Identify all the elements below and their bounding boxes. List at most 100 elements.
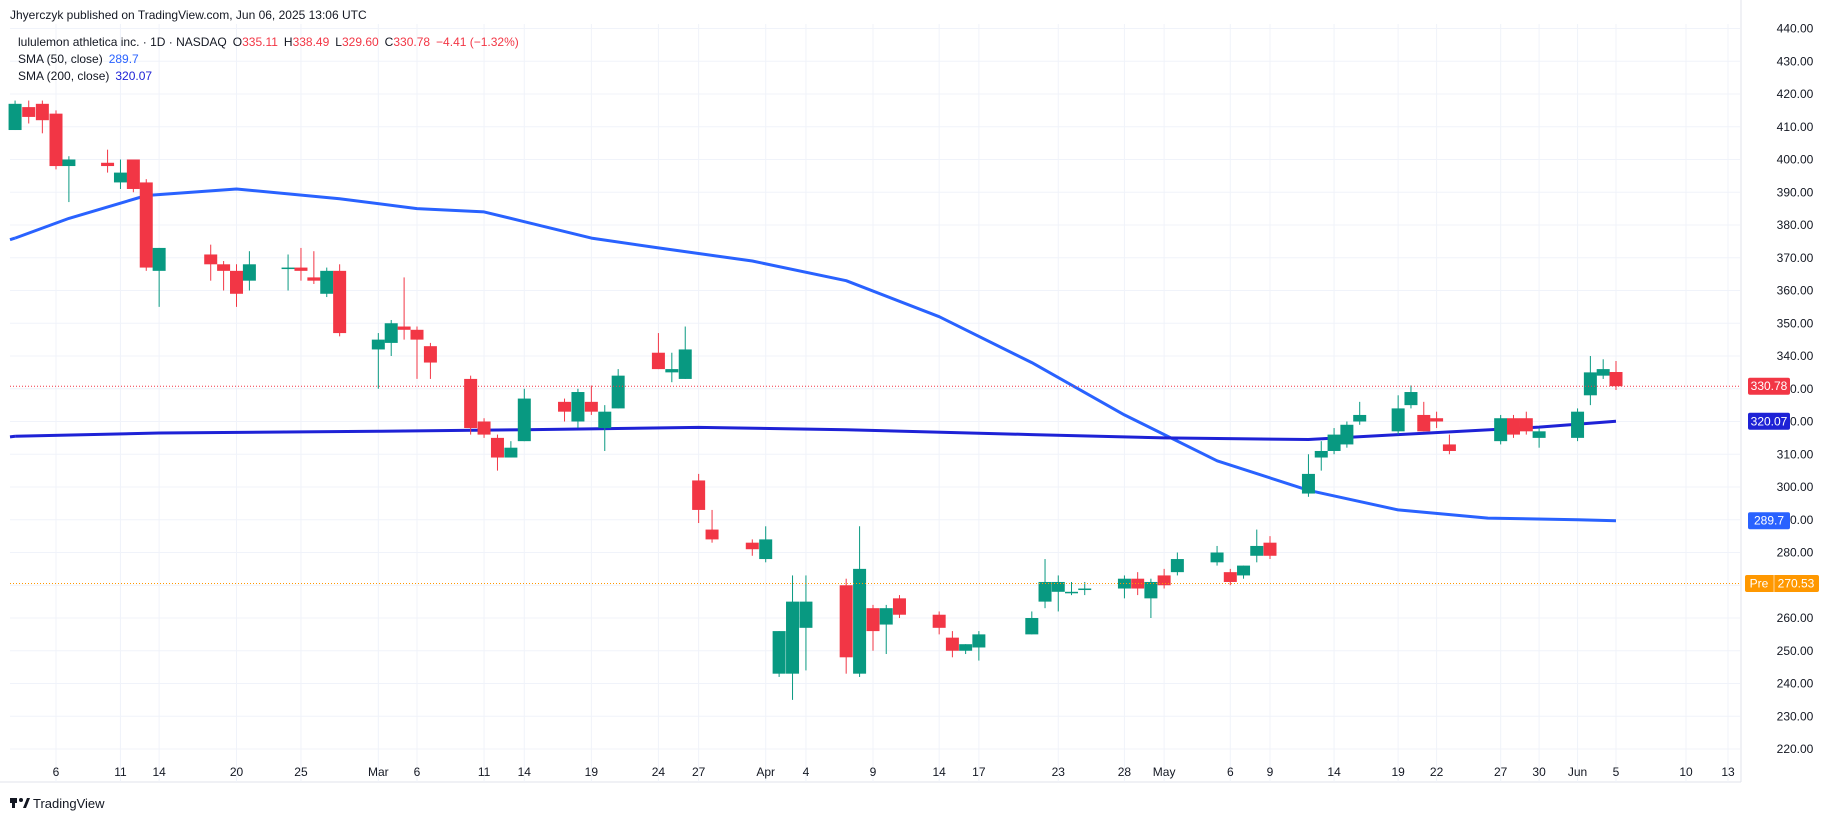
- candle: [1327, 428, 1341, 455]
- candle-body: [1051, 581, 1065, 592]
- x-tick-label: Jun: [1568, 765, 1587, 779]
- x-tick-label: 27: [692, 765, 706, 779]
- candle-body: [230, 270, 243, 294]
- candle-body: [1442, 444, 1456, 451]
- candle-body: [1170, 559, 1184, 573]
- candle-body: [1430, 418, 1444, 422]
- y-tick-label: 250.00: [1777, 644, 1814, 658]
- candle: [1263, 536, 1277, 560]
- tradingview-logo-icon: [10, 798, 30, 808]
- candle: [853, 526, 867, 677]
- candle: [504, 441, 518, 458]
- candle-body: [1223, 572, 1237, 582]
- candle: [799, 575, 813, 671]
- sma50-line: [9, 187, 1617, 523]
- x-tick-label: 17: [972, 765, 986, 779]
- candle-body: [113, 172, 127, 183]
- y-tick-label: 420.00: [1777, 87, 1814, 101]
- candle-body: [397, 326, 411, 330]
- candle-body: [665, 369, 679, 373]
- candle-body: [959, 644, 973, 651]
- candle-body: [945, 637, 959, 651]
- x-tick-label: 20: [230, 765, 244, 779]
- candle: [745, 539, 759, 556]
- time-axis[interactable]: 6 11 14 20 25 Mar 6 11 14 19 24 27 Apr 4 9 14 17 23 28 May 6…: [53, 765, 1735, 779]
- candle-body: [517, 398, 531, 442]
- candle: [1314, 441, 1328, 471]
- candle: [571, 388, 585, 429]
- sma200-legend[interactable]: SMA (200, close) 320.07: [18, 69, 152, 83]
- candle-body: [678, 349, 692, 379]
- candle: [759, 526, 773, 563]
- y-tick-label: 300.00: [1777, 480, 1814, 494]
- candle: [1430, 411, 1444, 429]
- x-tick-label: 11: [114, 765, 127, 779]
- candle: [384, 319, 398, 356]
- candle-body: [1314, 450, 1328, 458]
- candle-body: [1250, 545, 1264, 556]
- tradingview-logo[interactable]: TradingView: [10, 796, 105, 811]
- candle: [1417, 401, 1431, 432]
- candle: [1051, 575, 1065, 612]
- svg-text:289.7: 289.7: [1754, 514, 1784, 528]
- y-tick-label: 280.00: [1777, 546, 1814, 560]
- candle-body: [204, 254, 218, 265]
- candle: [584, 385, 598, 415]
- candle-body: [1583, 372, 1597, 396]
- candle-body: [464, 378, 478, 429]
- candle-body: [1571, 411, 1585, 438]
- candle: [932, 611, 946, 635]
- candle: [294, 247, 308, 281]
- candle: [1065, 581, 1078, 596]
- candle-body: [410, 329, 424, 340]
- candle: [692, 473, 706, 524]
- candle-body: [1519, 418, 1533, 432]
- price-axis[interactable]: 220.00230.00240.00250.00260.00270.00280.…: [1777, 22, 1814, 757]
- candle-body: [1078, 588, 1092, 591]
- symbol-title[interactable]: lululemon athletica inc. · 1D · NASDAQ O3…: [18, 35, 519, 49]
- x-tick-label: 14: [518, 765, 532, 779]
- candle-body: [139, 182, 153, 268]
- x-tick-label: 19: [1391, 765, 1405, 779]
- candle: [1157, 568, 1171, 589]
- candle-body: [423, 346, 437, 363]
- y-tick-label: 410.00: [1777, 120, 1814, 134]
- candle-body: [1609, 372, 1623, 387]
- candle: [1117, 575, 1131, 599]
- candle-body: [879, 608, 893, 625]
- sma200-path-lead: [9, 434, 16, 439]
- x-tick-label: 13: [1721, 765, 1735, 779]
- candle-body: [1025, 618, 1039, 635]
- candle-body: [242, 264, 256, 281]
- candle: [1583, 356, 1597, 406]
- candle-body: [1157, 575, 1171, 586]
- svg-text:320.07: 320.07: [1751, 414, 1788, 428]
- x-tick-label: 28: [1118, 765, 1132, 779]
- candle-body: [558, 401, 572, 412]
- x-tick-label: 6: [414, 765, 421, 779]
- candle: [1237, 565, 1251, 579]
- candle-body: [1301, 473, 1315, 494]
- sma50-legend[interactable]: SMA (50, close) 289.7: [18, 52, 139, 66]
- candle: [1404, 385, 1418, 409]
- x-tick-label: 14: [152, 765, 166, 779]
- candle-body: [1391, 408, 1405, 432]
- x-tick-label: Mar: [368, 765, 389, 779]
- candle-body: [217, 264, 231, 271]
- candle-body: [1327, 434, 1341, 451]
- candle: [1131, 572, 1145, 596]
- x-tick-label: 22: [1430, 765, 1444, 779]
- x-tick-label: 14: [932, 765, 946, 779]
- x-tick-label: 9: [1267, 765, 1274, 779]
- y-tick-label: 380.00: [1777, 218, 1814, 232]
- candle: [705, 509, 719, 543]
- svg-text:Pre: Pre: [1750, 577, 1769, 591]
- candle-body: [490, 437, 504, 458]
- candles-layer: [8, 100, 1623, 700]
- candle-body: [1065, 591, 1078, 594]
- sma50-path-lead: [9, 236, 16, 242]
- candle: [101, 149, 115, 173]
- sma50-path: [14, 187, 1617, 523]
- candle: [242, 251, 256, 291]
